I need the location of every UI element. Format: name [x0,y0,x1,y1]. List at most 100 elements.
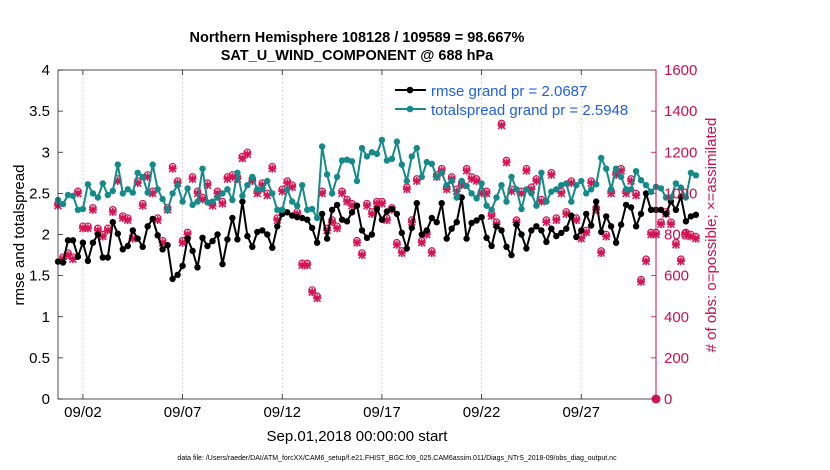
totalspread-point [209,198,216,205]
obs-assimilated-marker [477,189,486,198]
rmse-point [259,227,266,234]
totalspread-point [169,190,176,197]
totalspread-point [612,165,620,172]
y-right-tick-label: 0 [664,391,672,408]
rmse-point [294,214,301,221]
obs-assimilated-marker [318,189,327,198]
obs-assimilated-marker [422,230,431,239]
obs-assimilated-marker [158,238,167,247]
obs-assimilated-marker [278,187,287,196]
legend-spread-label: totalspread grand pr = 2.5948 [431,102,628,119]
totalspread-point [662,194,670,201]
chart-subtitle: SAT_U_WIND_COMPONENT @ 688 hPa [221,48,494,64]
rmse-point [84,257,92,264]
rmse-point [612,239,620,246]
totalspread-point [603,165,610,172]
totalspread-point [239,192,246,199]
rmse-point [114,230,122,237]
obs-assimilated-marker [627,177,636,186]
rmse-point [523,245,530,252]
rmse-point [289,212,296,219]
totalspread-point [568,198,575,205]
rmse-point [69,237,77,244]
rmse-point [194,264,201,271]
rmse-point [558,229,565,237]
totalspread-point [254,186,261,193]
rmse-point [583,210,590,218]
rmse-point [607,223,615,230]
obs-assimilated-marker [592,205,601,214]
obs-assimilated-marker [517,189,526,198]
rmse-point [603,213,610,220]
totalspread-point [154,186,161,193]
series-lines [54,136,700,283]
obs-assimilated-marker [542,218,551,227]
totalspread-point [692,172,700,179]
obs-assimilated-marker [412,177,421,186]
totalspread-point [672,180,680,187]
rmse-point [274,223,281,230]
obs-assimilated-marker [258,181,267,190]
obs-assimilated-marker [83,224,92,233]
rmse-point [154,232,161,239]
obs-assimilated-marker [323,226,332,235]
totalspread-point [159,195,166,203]
obs-assimilated-marker [507,187,516,196]
rmse-point [518,231,525,238]
x-tick-label: 09/07 [164,404,202,421]
rmse-point [99,254,107,261]
obs-assimilated-marker [118,214,127,223]
rmse-point [573,233,580,241]
obs-assimilated-marker [656,220,665,229]
rmse-point [134,235,141,242]
obs-assimilated-marker [263,191,272,200]
obs-assimilated-marker [208,201,217,210]
totalspread-point [89,190,97,197]
totalspread-point [453,194,460,201]
obs-assimilated-marker [472,177,481,186]
rmse-point [59,259,67,266]
totalspread-point [304,206,311,213]
rmse-point [363,234,371,241]
obs-assimilated-marker [497,121,506,130]
totalspread-point [478,180,485,187]
totalspread-point [249,173,256,181]
totalspread-point [328,190,336,197]
rmse-point [617,221,625,228]
rmse-point [229,214,236,222]
rmse-point [563,225,570,232]
totalspread-point [508,173,515,181]
obs-assimilated-marker [642,257,651,266]
totalspread-point [627,186,635,193]
x-tick-label: 09/27 [562,404,600,421]
obs-assimilated-marker [457,181,466,190]
rmse-point [468,219,475,227]
rmse-point [413,200,420,207]
obs-assimilated-marker [522,166,531,175]
rmse-point [533,223,540,230]
rmse-point [388,205,396,213]
totalspread-point [99,180,107,187]
obs-assimilated-marker [607,189,616,198]
totalspread-point [244,182,251,189]
obs-assimilated-marker [228,172,237,181]
totalspread-point [528,190,535,197]
obs-assimilated-marker [338,189,347,198]
totalspread-point [622,186,630,193]
obs-assimilated-marker [93,226,102,235]
obs-assimilated-marker [348,201,357,210]
obs-assimilated-marker [283,179,292,188]
rmse-point [458,194,465,201]
totalspread-point [383,157,391,164]
rmse-point [383,208,391,215]
obs-assimilated-marker [502,158,511,167]
totalspread-point [119,190,127,197]
rmse-point [94,231,102,238]
obs-assimilated-marker [666,220,675,229]
rmse-point [204,242,211,250]
totalspread-point [468,190,475,197]
y-left-tick-label: 4 [42,62,50,79]
legend: rmse grand pr = 2.0687 totalspread grand… [395,83,628,119]
obs-assimilated-marker [268,164,277,173]
totalspread-point [463,182,470,190]
